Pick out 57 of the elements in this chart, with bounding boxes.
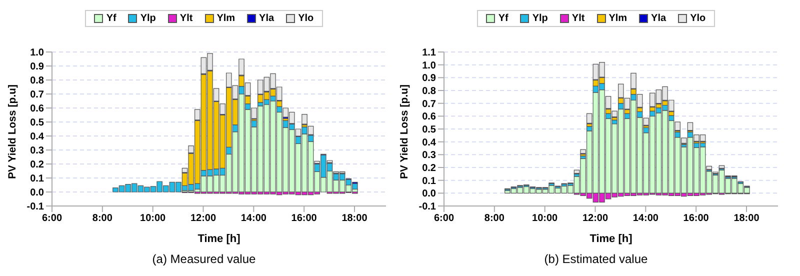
- y-axis-title: PV Yield Loss [p.u]: [398, 84, 411, 179]
- legend-label: Ylt: [570, 13, 585, 24]
- text: (a) Measured value: [151, 252, 257, 266]
- y-tick-label: 0.3: [30, 146, 44, 157]
- x-tick-label: 14:00: [240, 213, 267, 224]
- y-tick-label: 0.5: [422, 124, 436, 136]
- y-tick-label: 0.9: [30, 62, 44, 73]
- y-tick-label: 0.3: [422, 150, 436, 162]
- legend-label: Ylm: [216, 13, 236, 24]
- y-tick-label: 0.7: [422, 98, 436, 110]
- y-tick-label: 0.1: [422, 176, 436, 187]
- x-tick-label: 12:00: [582, 213, 608, 224]
- y-tick-label: 0.0: [422, 188, 436, 200]
- x-tick-label: 18:00: [342, 213, 368, 224]
- x-axis-title: Time [h]: [590, 233, 633, 245]
- y-tick-label: 0.6: [422, 112, 436, 123]
- legend-label: Ylo: [689, 13, 706, 24]
- y-tick-label: 0.7: [30, 90, 44, 101]
- y-tick-label: 0.6: [30, 104, 44, 115]
- x-tick-label: 6:00: [42, 213, 62, 224]
- legend-label: Yf: [497, 13, 508, 24]
- x-tick-label: 6:00: [434, 213, 454, 224]
- legend-label: Yf: [105, 13, 116, 24]
- x-tick-label: 10:00: [532, 213, 558, 224]
- y-tick-label: 0.4: [30, 132, 44, 143]
- x-tick-label: 16:00: [291, 213, 318, 224]
- legend-label: Ylt: [178, 13, 193, 24]
- legend-label: Yla: [258, 13, 274, 24]
- y-tick-label: 1.0: [30, 48, 44, 59]
- y-tick-label: 0.8: [30, 76, 44, 87]
- y-tick-label: 0.2: [30, 160, 44, 171]
- legend-label: Ylm: [608, 13, 628, 24]
- x-tick-label: 16:00: [683, 213, 710, 224]
- y-tick-label: -0.1: [26, 202, 44, 213]
- legend-label: Yla: [650, 13, 666, 24]
- y-tick-label: 0.2: [422, 163, 436, 174]
- x-axis-title: Time [h]: [198, 233, 241, 245]
- legend-label: Ylp: [531, 13, 548, 24]
- x-tick-label: 18:00: [734, 213, 760, 224]
- y-tick-label: -0.1: [418, 202, 436, 213]
- y-tick-label: 0.8: [422, 86, 436, 98]
- y-tick-label: 0.5: [30, 118, 44, 129]
- legend-label: Ylp: [139, 13, 156, 24]
- x-tick-label: 10:00: [140, 213, 166, 224]
- x-tick-label: 14:00: [632, 213, 659, 224]
- x-tick-label: 8:00: [92, 213, 113, 224]
- y-tick-label: 0.0: [30, 188, 44, 199]
- x-tick-label: 12:00: [190, 213, 216, 224]
- y-tick-label: 1.0: [422, 60, 436, 72]
- x-tick-label: 8:00: [484, 213, 505, 224]
- legend-label: Ylo: [297, 13, 314, 24]
- y-tick-label: 0.4: [422, 137, 436, 148]
- y-tick-label: 0.1: [30, 174, 44, 185]
- y-axis-title: PV Yield Loss [p.u]: [6, 84, 19, 179]
- y-tick-label: 1.1: [422, 48, 436, 59]
- text: (b) Estimated value: [543, 252, 649, 266]
- y-tick-label: 0.9: [422, 73, 436, 84]
